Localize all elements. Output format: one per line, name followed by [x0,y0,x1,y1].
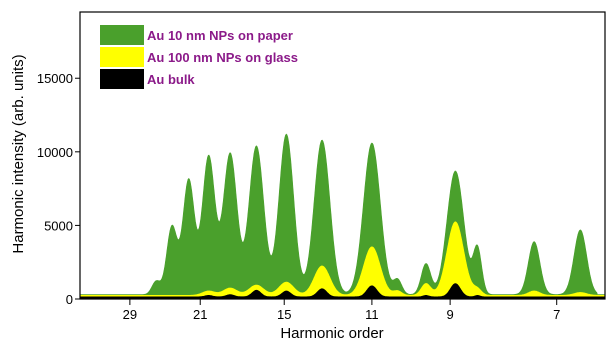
x-tick-label: 9 [447,307,454,322]
series-layer [79,133,606,300]
y-tick-label: 5000 [44,218,73,233]
legend-label-bulk: Au bulk [147,72,195,87]
series-area-au-bulk [79,283,606,300]
x-axis: 29 21 15 11 9 7 [123,299,560,322]
x-tick-label: 15 [277,307,291,322]
y-axis: 0 5000 10000 15000 [37,71,80,307]
legend-swatch-paper [100,25,144,45]
y-axis-title: Harmonic intensity (arb. units) [10,54,27,253]
legend-label-glass: Au 100 nm NPs on glass [147,50,298,65]
series-area-au-100nm-glass [79,221,606,300]
legend-label-paper: Au 10 nm NPs on paper [147,28,293,43]
x-tick-label: 7 [553,307,560,322]
x-tick-label: 21 [193,307,207,322]
legend: Au 10 nm NPs on paper Au 100 nm NPs on g… [100,25,298,89]
legend-swatch-glass [100,47,144,67]
x-axis-title: Harmonic order [280,325,383,342]
series-area-au-10nm-paper [79,133,606,300]
y-tick-label: 0 [66,292,73,307]
y-tick-label: 15000 [37,71,73,86]
legend-swatch-bulk [100,69,144,89]
x-tick-label: 29 [123,307,137,322]
plot-frame [79,11,606,300]
y-tick-label: 10000 [37,145,73,160]
x-tick-label: 11 [365,307,379,322]
